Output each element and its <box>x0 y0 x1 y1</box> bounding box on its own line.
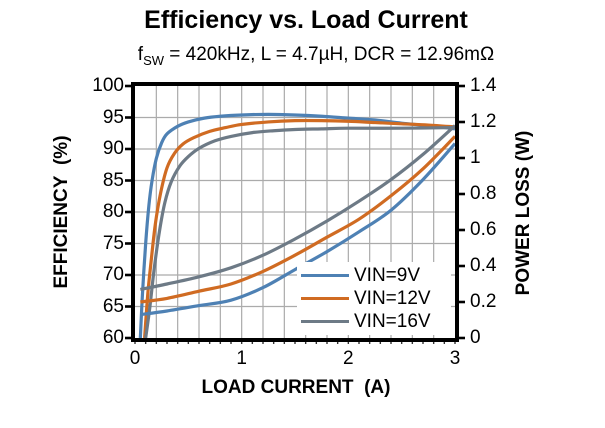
left-axis-tick-label: 90 <box>102 138 124 159</box>
subtitle-conditions: = 420kHz, L = 4.7µH, DCR = 12.96mΩ <box>164 44 495 65</box>
legend-label: VIN=9V <box>354 264 421 286</box>
left-axis-tick-label: 95 <box>102 106 124 128</box>
series-line-vin-12v-power-loss <box>140 135 457 304</box>
left-axis-title: EFFICIENCY (%) <box>51 135 72 289</box>
legend-line-swatch <box>301 320 349 323</box>
left-axis-tick-label: 85 <box>102 169 124 191</box>
series-line-vin-12v-efficiency <box>143 118 456 339</box>
right-axis-tick-label: 1.4 <box>470 75 497 96</box>
plot-frame <box>131 82 459 342</box>
left-axis-tick-label: 70 <box>102 264 124 285</box>
x-axis-tick-label: 0 <box>129 348 141 369</box>
x-axis-title: LOAD CURRENT (A) <box>201 377 391 398</box>
right-axis-tick-label: 0.4 <box>470 255 497 276</box>
x-axis-tick-label: 1 <box>236 348 247 369</box>
right-axis-title: POWER LOSS (W) <box>513 130 534 296</box>
subtitle-fsw-subscript: SW <box>143 52 165 68</box>
series-line-vin-9v-efficiency <box>138 112 456 339</box>
legend-line-swatch <box>301 297 349 300</box>
right-axis-tick-label: 0.2 <box>470 291 497 312</box>
left-axis-tick-label: 65 <box>102 295 124 317</box>
right-axis-tick-label: 1.2 <box>470 111 497 132</box>
series-line-vin-16v-efficiency <box>144 125 456 339</box>
right-axis-tick-label: 0 <box>470 327 481 348</box>
subtitle-fsw-symbol: f <box>137 44 144 65</box>
legend-item: VIN=12V <box>301 287 451 310</box>
x-axis-tick-label: 2 <box>343 348 354 369</box>
left-axis-tick-label: 75 <box>102 232 124 254</box>
left-axis-tick-label: 100 <box>92 75 124 96</box>
x-axis-tick-label: 3 <box>449 348 461 369</box>
legend-label: VIN=16V <box>354 310 431 332</box>
chart-title: Efficiency vs. Load Current <box>144 6 468 34</box>
left-axis-tick-label: 80 <box>102 201 124 222</box>
series-line-vin-9v-power-loss <box>140 142 457 317</box>
left-axis-tick-label: 60 <box>102 327 124 348</box>
right-axis-tick-label: 0.8 <box>470 183 497 204</box>
legend-label: VIN=12V <box>354 287 431 309</box>
legend-item: VIN=9V <box>301 264 451 287</box>
legend-item: VIN=16V <box>301 310 451 333</box>
legend-line-swatch <box>301 274 349 277</box>
chart-subtitle: fSW = 420kHz, L = 4.7µH, DCR = 12.96mΩ <box>138 44 494 68</box>
legend: VIN=9V VIN=12V VIN=16V <box>297 262 451 335</box>
right-axis-tick-label: 1 <box>470 147 481 168</box>
series-line-vin-16v-power-loss <box>140 124 457 291</box>
right-axis-tick-label: 0.6 <box>470 219 497 240</box>
